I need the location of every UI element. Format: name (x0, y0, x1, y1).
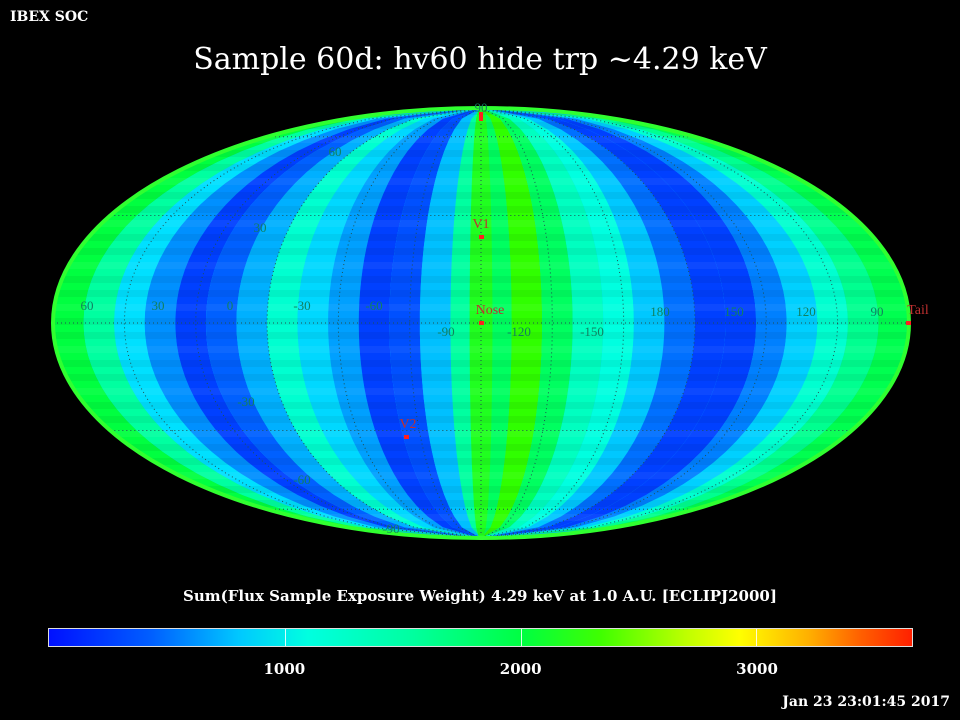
row-shade (53, 192, 909, 199)
latitude-label: 30 (254, 220, 267, 235)
row-shade (53, 220, 909, 227)
row-shade (53, 164, 909, 171)
pole-marker (479, 112, 483, 121)
row-shade (53, 528, 909, 535)
row-shade (53, 374, 909, 381)
colorbar (48, 628, 913, 647)
marker-dot (479, 235, 484, 239)
longitude-label: 60 (81, 298, 94, 313)
longitude-label: -150 (580, 324, 604, 339)
row-shade (53, 402, 909, 409)
longitude-line (480, 108, 767, 538)
row-shade (53, 332, 909, 339)
map-band (481, 108, 604, 538)
row-shade (53, 304, 909, 311)
row-shade (53, 108, 909, 115)
marker-dot (479, 321, 484, 325)
row-shade (53, 206, 909, 213)
colorbar-tick (756, 629, 758, 646)
longitude-label: 120 (796, 304, 816, 319)
colorbar-label: Sum(Flux Sample Exposure Weight) 4.29 ke… (183, 587, 777, 605)
map-band (297, 108, 481, 538)
longitude-label: 0 (227, 298, 234, 313)
marker-label-tail: Tail (907, 303, 929, 318)
map-band (328, 108, 481, 538)
latitude-label: -60 (293, 472, 310, 487)
colorbar-tick (284, 629, 286, 646)
row-shade (53, 500, 909, 507)
longitude-line (480, 108, 696, 538)
longitude-label: 150 (724, 304, 744, 319)
longitude-line (480, 108, 625, 538)
marker-dot (906, 321, 911, 325)
row-shade (53, 458, 909, 465)
marker-label-v2: V2 (399, 417, 416, 432)
marker-label-nose: Nose (476, 303, 505, 318)
row-shade (53, 290, 909, 297)
row-shade (53, 122, 909, 129)
longitude-label: 30 (152, 298, 165, 313)
latitude-label: -90 (382, 521, 399, 536)
row-shade (53, 388, 909, 395)
longitude-label: -30 (293, 298, 310, 313)
longitude-line (480, 108, 839, 538)
map-band (481, 108, 634, 538)
latitude-label: -30 (237, 394, 254, 409)
row-shade (53, 360, 909, 367)
colorbar-tick-label: 3000 (736, 660, 778, 678)
longitude-line (337, 108, 482, 538)
row-shade (53, 444, 909, 451)
longitude-label: -90 (437, 324, 454, 339)
colorbar-tick-label: 1000 (263, 660, 306, 678)
timestamp: Jan 23 23:01:45 2017 (782, 694, 950, 710)
map-title: Sample 60d: hv60 hide trp ~4.29 keV (193, 42, 767, 77)
longitude-line (195, 108, 482, 538)
map-markers: V1 Nose V2 Tail (399, 112, 929, 439)
grid-labels: 60 30 0 -30 -60 -90 -120 -150 180 150 120 90 90 60 30 -… (81, 100, 884, 536)
latitude-label: 60 (329, 144, 342, 159)
org-label: IBEX SOC (10, 9, 89, 25)
map-band (389, 108, 481, 538)
colorbar-tick-label: 2000 (499, 660, 542, 678)
map-band (267, 108, 481, 538)
longitude-label: 180 (650, 304, 670, 319)
row-shade (53, 276, 909, 283)
longitude-label: 90 (871, 304, 884, 319)
row-shade (53, 486, 909, 493)
row-shade (53, 262, 909, 269)
colorbar-tick (520, 629, 522, 646)
longitude-line (123, 108, 482, 538)
row-shade (53, 178, 909, 185)
row-shade (53, 472, 909, 479)
map-band (481, 108, 695, 538)
map-band (481, 108, 573, 538)
latitude-label: 90 (475, 100, 488, 115)
map-band (358, 108, 481, 538)
marker-label-v1: V1 (472, 217, 489, 232)
row-shade (53, 514, 909, 521)
longitude-line (266, 108, 482, 538)
row-shade (53, 416, 909, 423)
marker-dot (404, 435, 409, 439)
longitude-label: -60 (365, 298, 382, 313)
row-shade (53, 430, 909, 437)
longitude-label: -120 (507, 324, 531, 339)
row-shade (53, 150, 909, 157)
row-shade (53, 248, 909, 255)
row-shade (53, 136, 909, 143)
row-shade (53, 346, 909, 353)
